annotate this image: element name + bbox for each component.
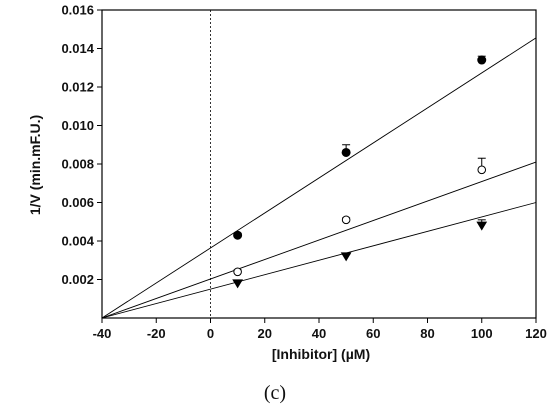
axes xyxy=(101,9,537,319)
x-tick-label: 80 xyxy=(420,326,434,341)
x-axis-title: [Inhibitor] (µM) xyxy=(272,346,370,362)
x-tick-label: 20 xyxy=(258,326,272,341)
y-tick-label: 0.002 xyxy=(61,272,94,287)
chart: -40 -20 0 20 40 60 80 100 120 0.002 0.004 0.006 0.00… xyxy=(27,3,547,363)
data-point-open-circle xyxy=(341,215,351,225)
ticks: -40 -20 0 20 40 60 80 100 120 0.002 0.004 0.006 0.00… xyxy=(61,3,546,342)
data-point-open-circle xyxy=(233,267,242,277)
data-point-triangle-down xyxy=(340,252,352,262)
plot-frame xyxy=(101,9,537,319)
y-tick-label: 0.016 xyxy=(61,3,94,18)
data-point-filled-circle xyxy=(233,230,243,240)
y-tick-label: 0.006 xyxy=(61,195,94,210)
data-point-triangle-down xyxy=(232,279,244,289)
y-tick-label: 0.010 xyxy=(61,118,94,133)
y-tick-label: 0.012 xyxy=(61,80,94,95)
plot-area xyxy=(101,10,537,319)
data-point-filled-circle xyxy=(341,147,351,157)
fit-line-series-2 xyxy=(101,161,537,319)
x-tick-label: 100 xyxy=(471,326,493,341)
panel-label: (c) xyxy=(263,382,287,404)
x-tick-label: 60 xyxy=(366,326,380,341)
y-tick-label: 0.008 xyxy=(61,157,94,172)
y-axis-title: 1/V (min.mF.U.) xyxy=(27,115,43,215)
y-tick-label: 0.014 xyxy=(61,41,94,56)
fit-line-series-3 xyxy=(101,202,537,319)
data-point-triangle-down xyxy=(476,221,488,231)
data-point-open-circle xyxy=(477,165,487,175)
data-point-filled-circle xyxy=(477,55,487,65)
y-tick-label: 0.004 xyxy=(61,234,94,249)
x-tick-label: 120 xyxy=(525,326,547,341)
fit-line-series-1 xyxy=(101,37,537,319)
x-tick-label: -20 xyxy=(147,326,166,341)
x-tick-label: 40 xyxy=(312,326,326,341)
x-tick-label: 0 xyxy=(207,326,214,341)
x-tick-label: -40 xyxy=(93,326,112,341)
